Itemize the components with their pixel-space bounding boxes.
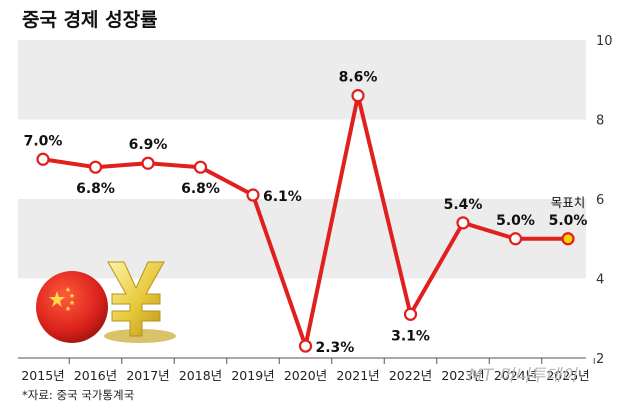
x-tick-label: 2022년 xyxy=(389,368,432,383)
data-label-9: 5.0% xyxy=(496,213,535,229)
data-label-3: 6.8% xyxy=(181,181,220,197)
y-tick-label: 2 xyxy=(596,352,604,367)
data-point-6 xyxy=(351,89,365,103)
data-point-9 xyxy=(508,232,523,246)
source-note: *자료: 중국 국가통계국 xyxy=(22,388,134,402)
data-label-4: 6.1% xyxy=(263,189,302,205)
data-point-8 xyxy=(456,216,470,230)
target-annotation: 목표치 xyxy=(551,195,586,210)
data-labels: 7.0% 6.8% 6.9% 6.8% 6.1% 2.3% 8.6% 3.1% 5.4% 5.0%… xyxy=(24,70,588,356)
x-tick-label: 2023년 xyxy=(441,368,484,383)
x-tick-label: 2019년 xyxy=(231,368,274,383)
x-tick-label: 2016년 xyxy=(74,368,117,383)
data-label-8: 5.4% xyxy=(444,197,483,213)
y-tick-label: 10 xyxy=(596,34,613,49)
x-axis: 2015년 2016년 2017년 2018년 2019년 2020년 2021년 2022년… xyxy=(21,358,595,383)
grid-bands xyxy=(18,40,586,279)
data-point-1 xyxy=(88,160,103,174)
grid-band-0 xyxy=(18,40,586,120)
growth-series xyxy=(36,89,575,353)
data-point-3 xyxy=(193,160,208,174)
data-point-4 xyxy=(246,188,260,202)
chart-title: 중국 경제 성장률 xyxy=(22,9,158,31)
data-point-0 xyxy=(36,152,50,166)
data-point-5 xyxy=(298,339,313,353)
y-tick-label: 6 xyxy=(596,193,604,208)
data-label-2: 6.9% xyxy=(129,137,168,153)
x-tick-label: 2017년 xyxy=(126,368,169,383)
data-label-0: 7.0% xyxy=(24,133,63,149)
y-tick-label: 4 xyxy=(596,273,604,288)
y-tick-label: 8 xyxy=(596,114,604,129)
x-tick-label: 2021년 xyxy=(336,368,379,383)
data-label-5: 2.3% xyxy=(316,340,355,356)
x-tick-label: 2018년 xyxy=(179,368,222,383)
data-point-2 xyxy=(141,156,155,170)
x-tick-label: 2015년 xyxy=(21,368,64,383)
watermark: MT 머니투데이 xyxy=(468,366,578,386)
data-label-10: 5.0% xyxy=(549,213,588,229)
x-tick-label: 2020년 xyxy=(284,368,327,383)
data-label-6: 8.6% xyxy=(339,70,378,86)
data-label-1: 6.8% xyxy=(76,181,115,197)
yuan-sign-icon xyxy=(104,261,176,343)
x-tick-label: 2024년 xyxy=(494,368,537,383)
data-point-7 xyxy=(403,307,418,321)
grid-band-1 xyxy=(18,199,586,279)
data-label-7: 3.1% xyxy=(391,328,430,344)
y-axis: 2 4 6 8 10 xyxy=(596,34,613,367)
x-tick-label: 2025년 xyxy=(546,368,589,383)
china-flag-icon xyxy=(36,271,108,343)
data-point-10 xyxy=(561,232,575,246)
